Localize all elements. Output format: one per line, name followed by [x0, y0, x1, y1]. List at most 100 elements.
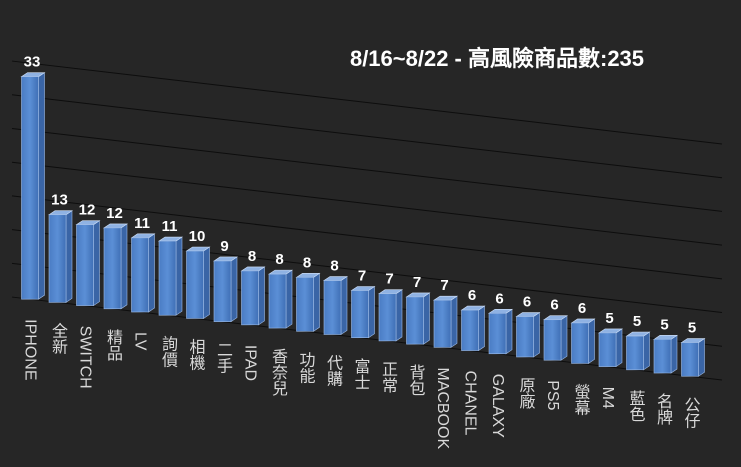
x-tick-label: CHANEL: [462, 371, 479, 436]
data-label: 6: [578, 300, 586, 317]
bar-side: [423, 292, 430, 345]
bar: [351, 290, 369, 339]
data-label: 9: [220, 238, 228, 255]
x-tick-label: 背包: [407, 364, 426, 396]
bar: [131, 237, 149, 313]
data-label: 12: [79, 202, 96, 219]
bar-side: [93, 220, 100, 307]
data-label: 8: [330, 258, 338, 275]
bar-side: [313, 272, 320, 332]
bar-side: [340, 275, 348, 336]
data-label: 10: [189, 228, 206, 245]
x-tick-label: 香奈兒: [269, 348, 288, 397]
data-label: 6: [468, 287, 476, 304]
data-label: 33: [24, 54, 41, 71]
x-tick-label: M4: [599, 387, 616, 409]
x-tick-label: 公仔: [682, 396, 701, 429]
grid-line: [11, 161, 723, 246]
x-tick-label: 富士: [352, 358, 371, 390]
data-label: 12: [106, 205, 123, 222]
data-label: 5: [660, 316, 668, 333]
bar-side: [478, 305, 485, 352]
bar: [158, 240, 177, 316]
bar-side: [505, 308, 513, 355]
x-tick-label: SWITCH: [77, 326, 94, 389]
x-tick-label: 二手: [214, 342, 233, 375]
x-tick-label: IPHONE: [22, 319, 39, 380]
bar: [103, 227, 122, 310]
data-label: 11: [162, 218, 178, 235]
x-tick-label: PS5: [544, 380, 561, 410]
bar: [378, 293, 397, 342]
bar-side: [615, 328, 623, 368]
bar: [653, 339, 672, 374]
bar-side: [560, 315, 568, 361]
data-label: 5: [688, 320, 696, 337]
data-label: 7: [413, 274, 421, 291]
bar-side: [643, 331, 650, 371]
bar-side: [148, 233, 155, 313]
bar-side: [285, 269, 293, 329]
bar: [323, 280, 342, 335]
bar-side: [65, 210, 73, 303]
bar-side: [120, 223, 128, 310]
bar: [461, 309, 479, 351]
data-label: 7: [385, 271, 393, 288]
bar-side: [175, 236, 183, 316]
data-label: 5: [633, 313, 641, 330]
bar-side: [368, 285, 375, 339]
bar: [626, 335, 644, 371]
bar-side: [698, 337, 705, 377]
bar-side: [395, 289, 403, 342]
bar: [268, 273, 287, 329]
data-label: 8: [248, 248, 256, 265]
bar: [598, 332, 617, 367]
x-tick-label: MACBOOK: [434, 367, 451, 449]
x-tick-label: IPAD: [242, 345, 259, 381]
bar-side: [588, 318, 595, 364]
bar: [21, 76, 39, 300]
chart-title: 8/16~8/22 - 高風險商品數:235: [350, 46, 644, 71]
x-tick-label: 正常: [379, 361, 398, 393]
bar-side: [258, 266, 265, 326]
bar: [433, 299, 452, 348]
data-label: 11: [134, 215, 150, 232]
x-tick-label: 全新: [49, 322, 68, 354]
x-tick-label: 精品: [104, 329, 123, 361]
x-tick-label: 功能: [297, 351, 316, 384]
data-label: 6: [550, 297, 558, 314]
grid-line: [11, 60, 723, 145]
bar: [406, 296, 424, 345]
bar: [488, 313, 507, 355]
bar: [213, 260, 232, 322]
bar-side: [670, 334, 678, 374]
grid-line: [11, 229, 723, 314]
x-tick-label: LV: [132, 332, 149, 351]
data-label: 6: [523, 294, 531, 311]
x-tick-label: GALAXY: [489, 374, 506, 438]
data-label: 13: [51, 192, 68, 209]
x-tick-label: 原廠: [517, 377, 536, 410]
x-tick-label: 名牌: [654, 393, 673, 425]
bar: [681, 342, 699, 377]
bar: [516, 316, 534, 358]
bar: [296, 277, 314, 332]
grid-line: [11, 127, 723, 212]
bar: [571, 322, 589, 364]
grid-line: [11, 195, 723, 280]
data-label: 7: [358, 268, 366, 285]
x-tick-label: 螢幕: [572, 383, 591, 415]
bar: [241, 270, 259, 326]
data-label: 8: [303, 254, 311, 271]
data-label: 5: [605, 310, 613, 327]
bar: [543, 319, 562, 361]
x-tick-label: 相機: [187, 338, 206, 371]
bar-side: [450, 295, 458, 348]
bar: [48, 214, 67, 303]
x-tick-label: 代購: [324, 354, 343, 386]
bar-side: [533, 311, 540, 358]
bar: [76, 224, 94, 306]
x-tick-label: 詢價: [159, 335, 178, 367]
bar-side: [230, 256, 238, 323]
